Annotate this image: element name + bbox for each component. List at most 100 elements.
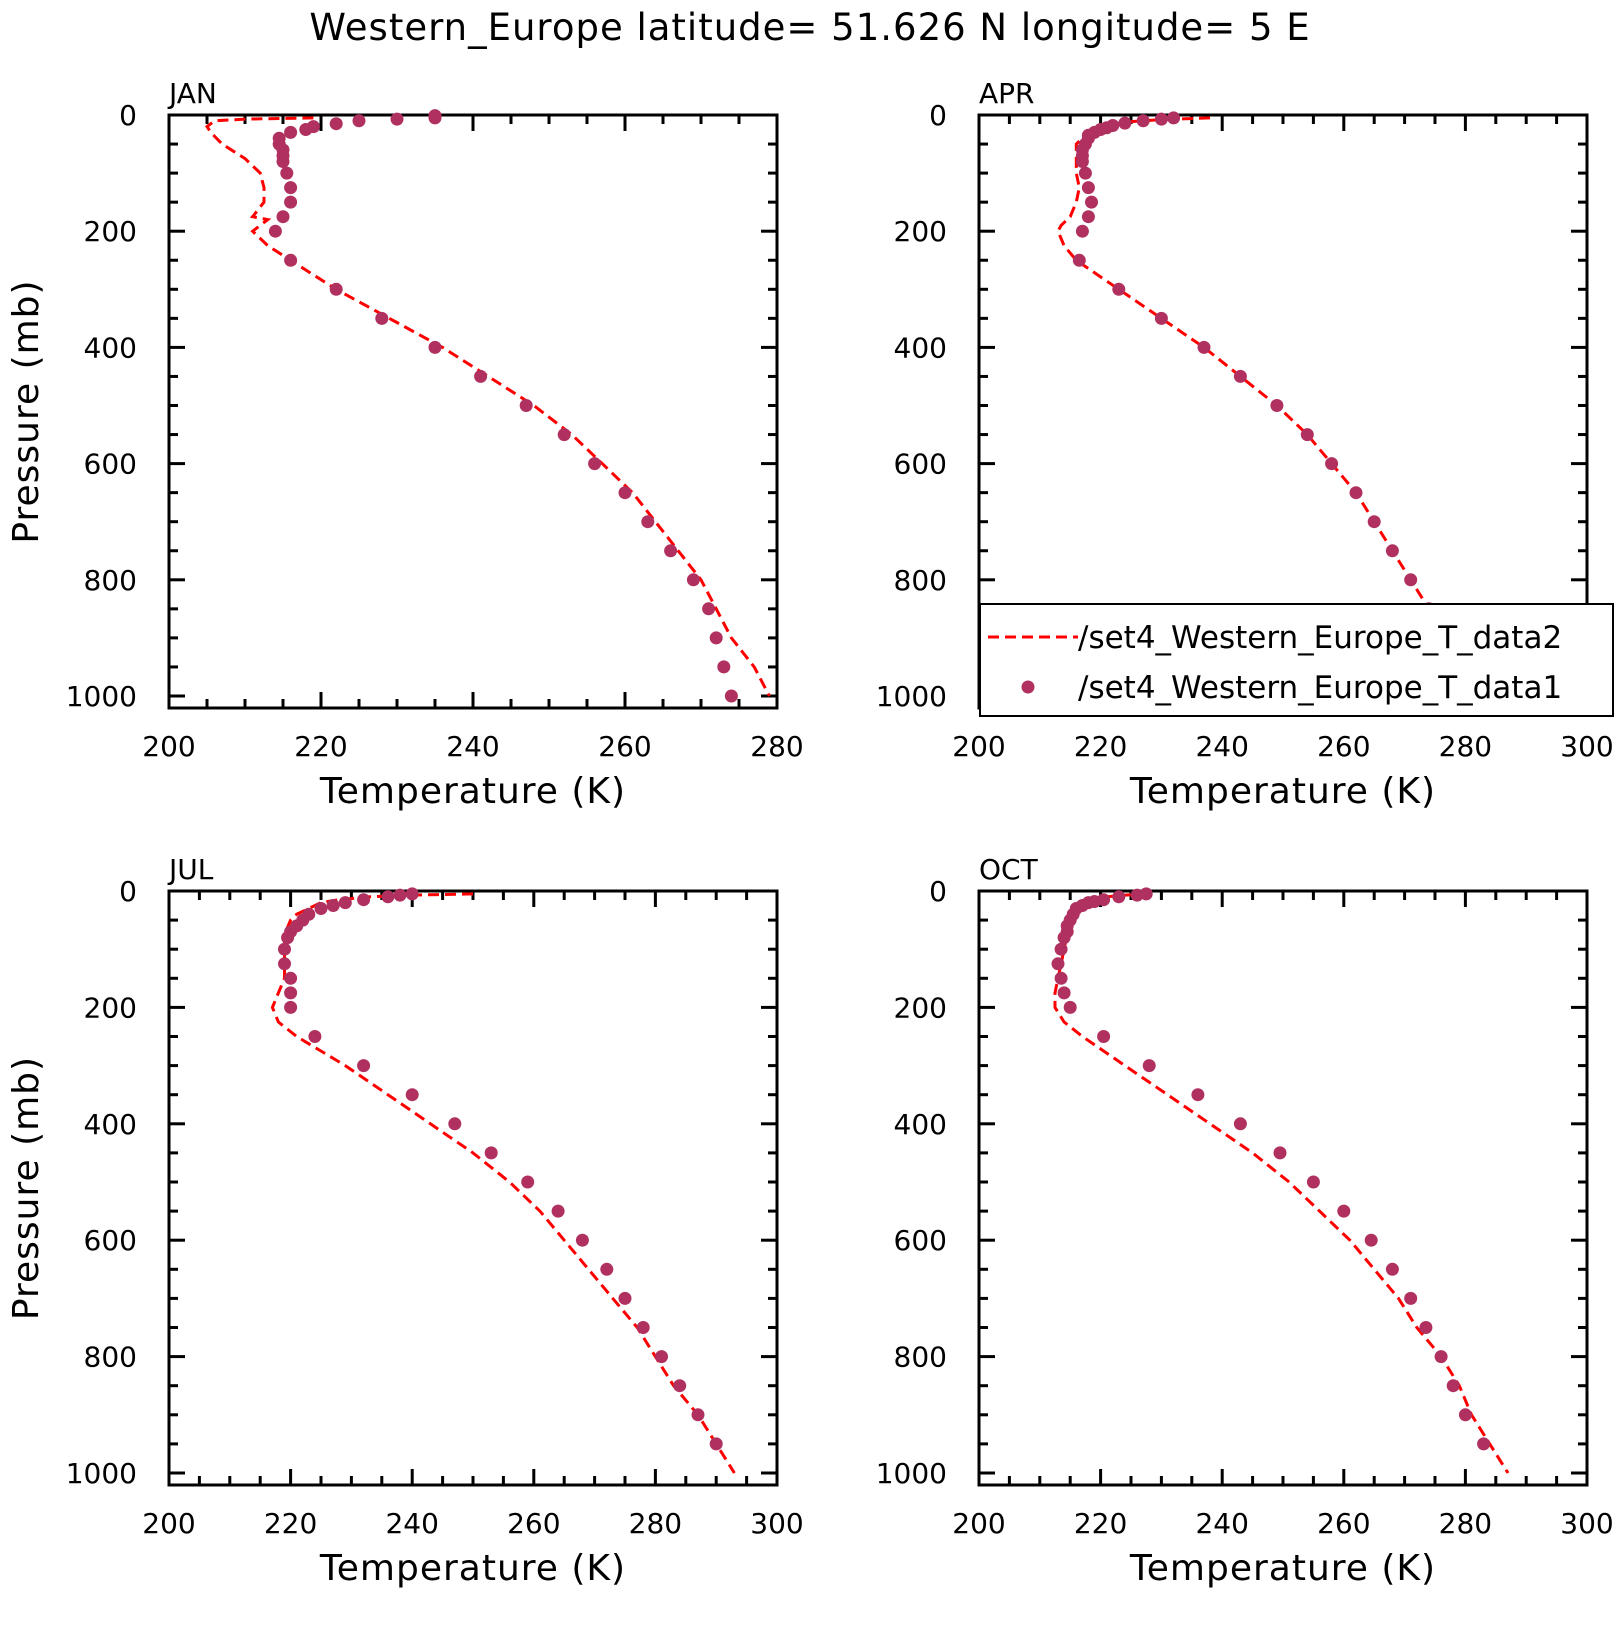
observation-point (284, 125, 298, 139)
observation-point (664, 544, 678, 558)
y-tick-label: 800 (84, 564, 137, 597)
observation-point (352, 114, 366, 128)
y-tick-label: 1000 (876, 1457, 947, 1490)
observation-point (276, 210, 290, 224)
observation-point (1385, 1262, 1399, 1276)
observation-point (1112, 890, 1126, 904)
panel-jan: JAN 200 220 240 260 280 0 200 400 600 800 1000 Tempe… (6, 77, 804, 812)
observation-point (299, 123, 313, 136)
x-tick-label: 240 (1195, 1507, 1248, 1540)
y-tick-label: 600 (84, 448, 137, 481)
y-axis-title-jul: Pressure (mb) (6, 1056, 47, 1320)
panel-title-apr: APR (979, 77, 1035, 110)
x-tick-label: 200 (952, 730, 1005, 763)
x-tick-label: 240 (385, 1507, 438, 1540)
x-tick-label: 200 (142, 730, 195, 763)
observation-point (1112, 282, 1126, 296)
observation-point (1081, 210, 1095, 224)
observation-point (284, 195, 298, 209)
x-tick-label: 280 (1439, 1507, 1492, 1540)
observation-point (1367, 515, 1381, 529)
observation-point (1097, 1030, 1111, 1043)
y-tick-label: 800 (84, 1341, 137, 1374)
panel-title-jul: JUL (167, 853, 214, 886)
y-tick-label: 800 (894, 1341, 947, 1374)
y-tick-label: 600 (894, 1224, 947, 1257)
observation-point (588, 457, 602, 471)
x-tick-label: 240 (446, 730, 499, 763)
observation-point (278, 942, 291, 956)
observation-point (1191, 1088, 1205, 1102)
observation-point (338, 896, 352, 910)
panel-oct: OCT 200 220 240 260 280 300 0 200 400 600 800 1000 Te… (876, 853, 1614, 1589)
observation-point (1075, 155, 1089, 168)
observation-point (1337, 1204, 1351, 1218)
observation-point (1477, 1437, 1491, 1451)
x-tick-label: 220 (264, 1507, 317, 1540)
observation-point (1325, 457, 1339, 471)
x-axis-title-oct: Temperature (K) (1129, 1548, 1436, 1589)
panel-title-jan: JAN (167, 77, 217, 110)
observation-point (1136, 114, 1150, 128)
observation-point (276, 155, 290, 168)
observation-point (1233, 1117, 1247, 1131)
observation-point (1385, 544, 1399, 558)
observation-point (1404, 573, 1418, 587)
legend-box (979, 603, 1614, 717)
observation-point (329, 117, 343, 131)
observation-point (1072, 253, 1086, 267)
observation-point (1057, 986, 1071, 1000)
x-tick-label: 300 (1560, 1507, 1613, 1540)
observation-point (284, 181, 298, 195)
observation-point (281, 931, 295, 945)
observation-point (314, 902, 328, 915)
x-axis-title-jan: Temperature (K) (319, 771, 626, 812)
x-tick-label: 260 (598, 730, 651, 763)
observation-point (1075, 224, 1089, 238)
x-tick-label: 300 (1560, 730, 1613, 763)
panel-title-oct: OCT (979, 853, 1039, 886)
observation-point (709, 631, 723, 645)
panel-jul: JUL 200 220 240 260 280 300 0 200 400 600 800 1000 Te… (6, 853, 804, 1589)
observation-point (655, 1350, 668, 1364)
y-tick-label: 600 (84, 1224, 137, 1257)
observation-point (641, 515, 655, 529)
x-tick-label: 280 (629, 1507, 682, 1540)
x-axis-title-apr: Temperature (K) (1129, 771, 1436, 812)
observation-point (1167, 111, 1181, 125)
y-tick-label: 0 (929, 875, 947, 908)
observation-point (390, 112, 404, 126)
observation-point (1300, 428, 1314, 442)
panel-apr: APR 200 220 240 260 280 300 0 200 400 600 800 1000 Te… (876, 77, 1614, 812)
model-line-jan (204, 116, 771, 697)
x-tick-label: 220 (294, 730, 347, 763)
y-tick-label: 400 (84, 331, 137, 364)
observation-point (1364, 1233, 1378, 1247)
plot-frame-jan (167, 113, 779, 710)
observation-point (284, 971, 298, 985)
y-tick-label: 0 (929, 99, 947, 132)
x-tick-label: 260 (1317, 730, 1370, 763)
observation-point (724, 689, 738, 703)
y-tick-label: 600 (894, 448, 947, 481)
x-tick-label: 200 (142, 1507, 195, 1540)
legend-marker-sample (1021, 680, 1035, 694)
observation-point (551, 1204, 565, 1218)
observation-point (1054, 971, 1068, 985)
x-tick-label: 280 (750, 730, 803, 763)
y-tick-label: 200 (894, 991, 947, 1024)
observation-point (1118, 116, 1132, 130)
observation-point (1434, 1350, 1448, 1364)
observation-point (1458, 1408, 1472, 1422)
y-tick-label: 400 (894, 331, 947, 364)
model-line-jul (270, 892, 736, 1474)
plot-frame-jul (167, 889, 779, 1487)
x-axis-title-jul: Temperature (K) (319, 1548, 626, 1589)
observation-point (405, 887, 419, 901)
observation-point (448, 1117, 462, 1131)
observation-point (717, 660, 731, 674)
y-axis-title-jan: Pressure (mb) (6, 279, 47, 543)
observation-point (375, 311, 389, 325)
